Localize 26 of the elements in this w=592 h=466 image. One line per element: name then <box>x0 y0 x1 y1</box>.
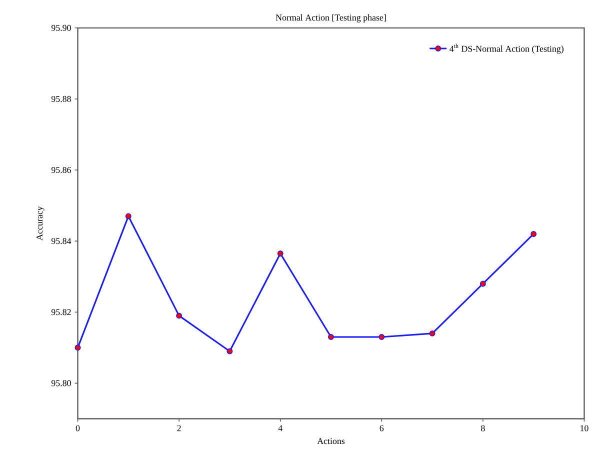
y-tick-label: 95.84 <box>51 238 72 244</box>
point <box>176 312 182 319</box>
y-tick-label: 95.80 <box>51 380 71 386</box>
point <box>74 344 81 351</box>
y-axis-title: Accuracy <box>36 206 44 241</box>
point <box>277 250 284 257</box>
point <box>125 213 132 220</box>
point <box>480 280 486 287</box>
y-tick-label: 95.86 <box>51 167 72 174</box>
y-tick-label: 95.90 <box>51 25 71 32</box>
chart-title: Normal Action [Testing phase] <box>276 14 386 23</box>
y-tick-label: 95.82 <box>51 309 71 316</box>
x-tick-label: 8 <box>481 425 485 432</box>
point <box>328 334 334 340</box>
point <box>530 231 537 238</box>
y-tick-label: 95.88 <box>51 96 71 102</box>
x-tick-label: 10 <box>580 425 588 432</box>
point <box>226 348 233 354</box>
point <box>378 334 385 340</box>
x-axis-title: Actions <box>317 438 345 444</box>
x-tick-label: 4 <box>278 425 282 432</box>
x-tick-label: 6 <box>380 425 384 432</box>
x-tick-label: 0 <box>76 425 80 432</box>
point <box>429 330 436 337</box>
x-tick-label: 2 <box>177 425 181 432</box>
legend-label: 4$^{th}$ DS-Normal Action (Testing) <box>450 44 564 54</box>
